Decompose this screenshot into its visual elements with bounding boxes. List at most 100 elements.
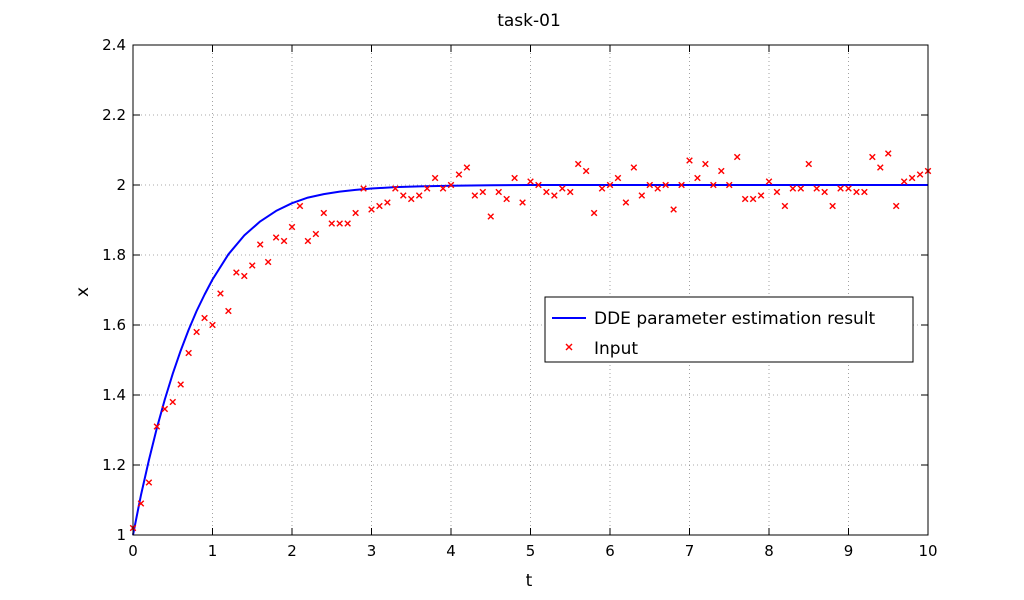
x-tick-label: 4	[446, 542, 456, 560]
data-point	[185, 349, 192, 357]
data-point	[423, 185, 431, 192]
data-point	[431, 174, 439, 182]
data-point	[384, 199, 391, 206]
data-point	[694, 174, 701, 182]
data-point	[360, 185, 367, 192]
data-point	[511, 174, 518, 182]
data-point	[702, 160, 709, 168]
data-point	[264, 258, 272, 266]
data-point	[241, 272, 248, 280]
y-axis-label: x	[73, 287, 93, 297]
y-tick-label: 2.4	[102, 36, 126, 54]
scatter-series	[129, 150, 932, 532]
x-tick-label: 10	[918, 542, 937, 560]
data-point	[368, 206, 375, 213]
data-point	[177, 381, 184, 388]
data-point	[161, 405, 169, 413]
data-point	[821, 188, 828, 196]
data-point	[813, 185, 820, 192]
legend: DDE parameter estimation result Input	[544, 296, 914, 363]
data-point	[447, 181, 455, 189]
data-point	[710, 181, 717, 189]
data-point	[527, 178, 534, 185]
data-point	[415, 192, 423, 199]
data-point	[797, 185, 805, 192]
y-tick-label: 1.8	[102, 246, 126, 264]
legend-label-input: Input	[594, 339, 638, 359]
x-tick-label: 3	[367, 542, 377, 560]
y-tick-label: 2	[116, 176, 126, 194]
data-point	[845, 185, 852, 192]
data-point	[559, 185, 566, 192]
x-tick-label: 9	[844, 542, 854, 560]
data-point	[487, 213, 495, 220]
data-point	[463, 164, 471, 171]
x-tick-label: 8	[764, 542, 774, 560]
data-point	[439, 185, 447, 192]
data-point	[145, 479, 153, 486]
data-point	[781, 202, 789, 210]
data-point	[837, 185, 844, 192]
data-point	[678, 181, 685, 189]
data-point	[741, 195, 749, 203]
x-tick-label: 2	[287, 542, 297, 560]
line-series	[132, 184, 928, 536]
data-point	[328, 220, 336, 227]
data-point	[861, 188, 868, 196]
x-tick-label: 6	[605, 542, 615, 560]
legend-box	[544, 296, 914, 363]
data-point	[877, 164, 884, 171]
data-point	[137, 500, 145, 507]
y-tick-label: 1.4	[102, 386, 126, 404]
legend-marker-swatch	[565, 343, 573, 351]
data-point	[304, 237, 312, 245]
data-point	[638, 192, 646, 199]
y-tick-label: 2.2	[102, 106, 126, 124]
data-point	[209, 321, 216, 329]
data-point	[169, 398, 177, 406]
data-point	[296, 202, 304, 210]
data-point	[900, 178, 908, 185]
data-point	[916, 171, 924, 178]
data-point	[455, 171, 463, 178]
x-tick-label: 5	[526, 542, 536, 560]
data-point	[312, 230, 320, 238]
data-point	[280, 237, 288, 245]
y-tick-label: 1	[116, 526, 126, 544]
data-point	[725, 181, 733, 189]
data-point	[392, 185, 399, 192]
data-point	[908, 174, 916, 182]
data-point	[320, 209, 328, 217]
data-point	[495, 188, 502, 196]
data-point	[582, 167, 590, 175]
chart-title: task-01	[497, 11, 561, 31]
data-point	[225, 307, 232, 315]
data-point	[519, 199, 526, 206]
legend-label-fit: DDE parameter estimation result	[594, 309, 876, 329]
data-point	[869, 153, 876, 161]
data-point	[590, 209, 598, 217]
data-point	[789, 185, 797, 192]
data-point	[622, 199, 630, 206]
data-point	[805, 160, 813, 168]
data-point	[853, 188, 860, 196]
x-tick-label: 7	[685, 542, 695, 560]
axes-frame	[132, 44, 929, 536]
data-point	[574, 160, 582, 168]
y-tick-label: 1.6	[102, 316, 126, 334]
data-point	[217, 290, 224, 297]
data-point	[654, 185, 661, 192]
data-point	[686, 157, 693, 164]
data-point	[233, 269, 240, 276]
data-point	[749, 195, 757, 203]
data-point	[606, 181, 614, 189]
y-tick-labels: 1 1.2 1.4 1.6 1.8 2 2.2 2.4	[102, 36, 126, 544]
data-point	[566, 188, 574, 196]
x-axis-label: t	[526, 571, 533, 591]
data-point	[670, 206, 677, 213]
fit-curve	[132, 184, 928, 536]
data-point	[614, 174, 622, 182]
data-point	[662, 181, 669, 189]
data-point	[193, 328, 200, 336]
data-point	[407, 195, 415, 203]
